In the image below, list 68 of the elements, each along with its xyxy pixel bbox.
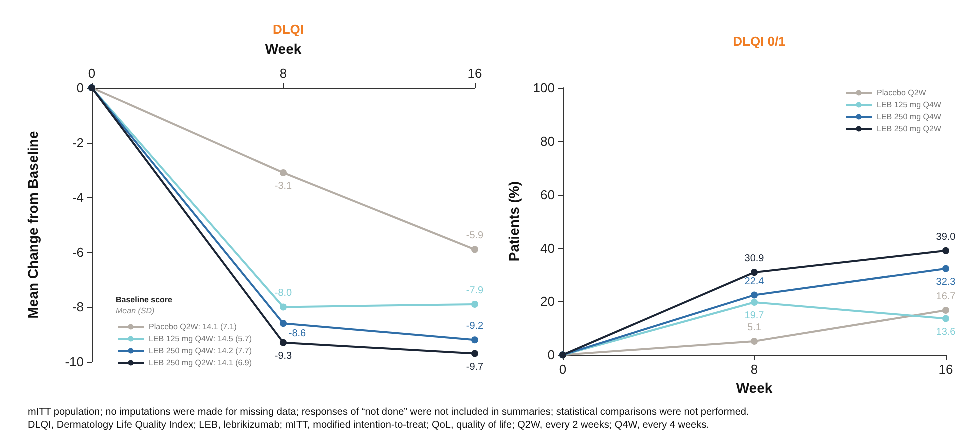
legend-label: LEB 125 mg Q4W: [877, 100, 942, 110]
point: [280, 339, 287, 346]
y-tick-label: 0: [548, 348, 555, 363]
data-label: 32.3: [936, 276, 956, 288]
x-tick-label: 8: [750, 362, 758, 378]
data-label: 16.7: [936, 291, 956, 302]
x-axis-title: Week: [265, 41, 302, 57]
x-tick-label: 0: [88, 66, 96, 81]
data-label: -3.1: [274, 180, 293, 192]
point: [751, 292, 758, 299]
y-tick-label: -6: [72, 244, 84, 260]
point: [280, 169, 287, 176]
x-tick-label: 8: [280, 66, 288, 81]
point: [942, 306, 950, 314]
data-label: -5.9: [466, 230, 484, 242]
x-tick-label: 0: [559, 362, 567, 378]
x-tick-label: 16: [938, 362, 954, 378]
legend-label: LEB 250 mg Q2W: [877, 124, 942, 134]
y-tick-label: 60: [540, 187, 555, 202]
point: [942, 247, 950, 254]
point: [472, 350, 478, 358]
chart-title: DLQI: [272, 22, 304, 37]
point: [942, 265, 950, 272]
point: [472, 336, 478, 344]
data-label: -8.0: [274, 288, 293, 300]
y-tick-label: 0: [76, 80, 84, 96]
annotation: Mean (SD): [116, 306, 156, 316]
legend-label: LEB 250 mg Q4W: 14.2 (7.7): [149, 346, 252, 356]
text: DLQI, Dermatology Life Quality Index; LEB, lebrikizumab; mITT, modified intention-to-treat; QoL, quality of life; Q2W, every 2 weeks; Q4W, every 4 weeks.: [28, 419, 710, 432]
point: [942, 315, 950, 322]
y-tick-label: -8: [72, 300, 84, 315]
y-axis-title: Mean Change from Baseline: [25, 131, 41, 319]
x-tick-label: 16: [468, 66, 482, 81]
point: [280, 304, 287, 311]
point: [751, 269, 758, 276]
data-label: -9.7: [466, 362, 484, 373]
legend-label: LEB 250 mg Q2W: 14.1 (6.9): [149, 358, 252, 368]
legend-label: Placebo Q2W: [877, 88, 927, 98]
chart-title: DLQI 0/1: [733, 34, 786, 49]
y-tick-label: -10: [65, 354, 84, 370]
data-label: -9.2: [466, 321, 484, 332]
data-label: 19.7: [744, 310, 765, 322]
point: [280, 320, 287, 328]
y-tick-label: 80: [540, 134, 555, 149]
data-label: 39.0: [936, 232, 956, 243]
x-axis-title: Week: [736, 380, 773, 396]
point: [751, 338, 758, 345]
y-tick-label: 40: [540, 240, 555, 256]
y-tick-label: -2: [72, 135, 84, 150]
text: mITT population; no imputations were made for missing data; responses of “not done” were not included in summaries; statistical comparisons were not performed.: [28, 406, 750, 419]
data-label: 5.1: [748, 322, 762, 334]
legend-label: LEB 250 mg Q4W: [877, 112, 942, 122]
data-label: -9.3: [274, 350, 293, 362]
data-label: -8.6: [288, 328, 307, 340]
y-axis-title: Patients (%): [506, 181, 522, 262]
legend-label: LEB 125 mg Q4W: 14.5 (5.7): [149, 334, 252, 344]
point: [751, 298, 758, 306]
data-label: 13.6: [936, 326, 956, 338]
legend-label: Placebo Q2W: 14.1 (7.1): [149, 322, 238, 332]
y-tick-label: 100: [533, 80, 555, 96]
y-tick-label: -4: [72, 190, 84, 206]
data-label: 22.4: [744, 276, 765, 288]
y-tick-label: 20: [540, 294, 555, 310]
legend-title: Baseline score: [116, 296, 174, 304]
data-label: 30.9: [744, 254, 765, 265]
data-label: -7.9: [466, 285, 484, 296]
point: [472, 300, 478, 308]
point: [472, 246, 478, 254]
